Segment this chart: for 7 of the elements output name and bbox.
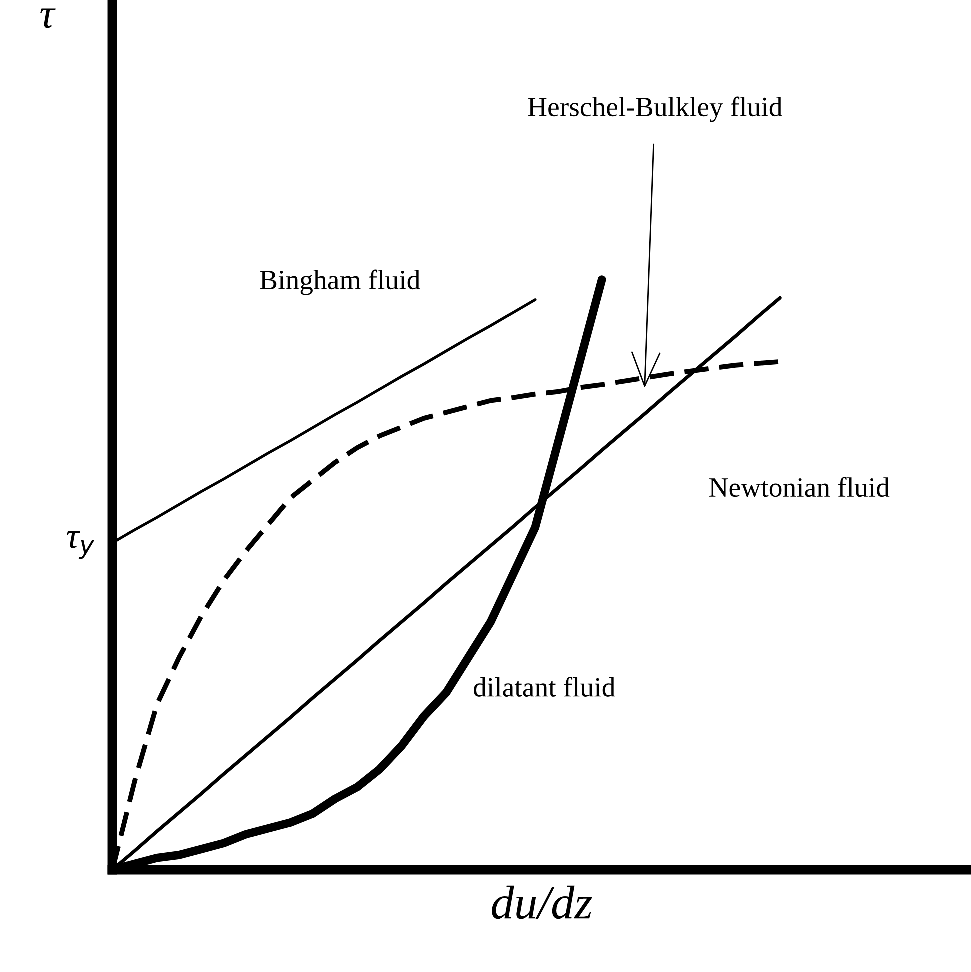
x-axis-title: du/dz [492,886,592,920]
text: Herschel-Bulkley fluid [528,96,782,122]
text: τ$_{y}$ [67,532,95,560]
annotation: dilatant fluid [474,677,616,697]
annotation: Newtonian fluid [709,477,890,498]
annotation: Bingham fluid [260,270,420,296]
text: τ [40,8,56,28]
